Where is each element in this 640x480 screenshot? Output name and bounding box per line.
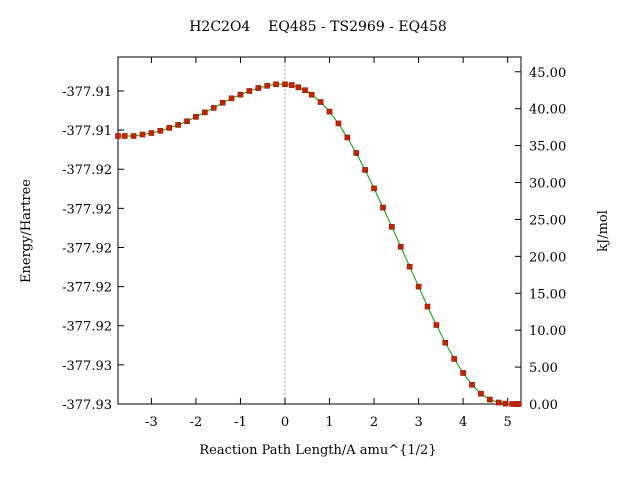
x-tick-label: 2 — [370, 415, 378, 430]
plot-frame — [117, 56, 522, 405]
data-point — [295, 84, 302, 91]
y-left-axis-label: Energy/Hartree — [19, 179, 34, 283]
data-point — [433, 322, 440, 328]
y-left-tick-label: -377.91 — [62, 85, 112, 100]
y-right-tick-label: 35.00 — [529, 140, 566, 155]
x-tick-label: -3 — [145, 415, 158, 430]
data-point — [495, 399, 502, 406]
y-right-tick-label: 20.00 — [529, 250, 566, 265]
data-point — [460, 370, 466, 376]
chart-title: H2C2O4 EQ485 - TS2969 - EQ458 — [189, 19, 447, 35]
data-point — [121, 133, 128, 139]
y-left-tick-label: -377.92 — [62, 320, 112, 335]
data-point — [148, 130, 155, 136]
data-point — [115, 133, 121, 139]
data-point — [228, 95, 235, 102]
y-left-tick-label: -377.92 — [62, 163, 112, 178]
data-point — [139, 131, 146, 138]
data-point — [478, 390, 484, 397]
data-point — [424, 303, 431, 310]
data-point — [397, 243, 404, 250]
x-tick-label: -2 — [190, 415, 203, 430]
data-point — [175, 122, 181, 128]
x-tick-label: 4 — [459, 415, 467, 430]
x-axis-ticks: -3 -2 -1 0 1 2 3 4 5 — [145, 57, 512, 430]
series-line — [118, 83, 519, 405]
data-point — [442, 339, 449, 346]
y-right-tick-label: 5.00 — [529, 361, 558, 376]
series-markers — [115, 81, 522, 407]
data-point — [193, 114, 199, 120]
y-right-tick-label: 25.00 — [529, 213, 566, 228]
data-point — [282, 81, 288, 88]
y-right-tick-label: 0.00 — [529, 398, 558, 413]
y-left-axis-ticks: -377.93 -377.93 -377.92 -377.92 -377.92 -377.… — [62, 85, 124, 413]
y-right-axis-ticks: 0.00 5.00 10.00 15.00 20.00 25.00 30.00 35.00 40… — [515, 66, 566, 413]
data-point — [210, 105, 217, 111]
data-point — [130, 133, 137, 139]
data-point — [515, 401, 522, 407]
data-point — [406, 263, 413, 270]
x-tick-label: 0 — [281, 415, 289, 430]
y-right-axis-label: kJ/mol — [596, 210, 611, 252]
data-point — [353, 150, 360, 156]
data-point — [335, 120, 342, 127]
y-left-tick-label: -377.92 — [62, 241, 112, 256]
data-point — [288, 82, 295, 88]
data-point — [302, 87, 308, 94]
data-point — [326, 108, 333, 115]
data-point — [166, 125, 173, 131]
data-point — [246, 88, 253, 94]
data-point — [389, 224, 395, 230]
x-tick-label: 3 — [414, 415, 422, 430]
data-point — [317, 99, 324, 105]
y-left-tick-label: -377.92 — [62, 281, 112, 296]
data-point — [415, 283, 422, 290]
data-point — [184, 118, 190, 125]
data-point — [371, 185, 377, 192]
y-right-tick-label: 10.00 — [529, 324, 566, 339]
data-point — [380, 204, 386, 211]
y-left-tick-label: -377.91 — [62, 124, 112, 139]
y-right-tick-label: 30.00 — [529, 177, 566, 192]
data-point — [308, 91, 315, 98]
data-point — [237, 91, 244, 98]
data-point — [255, 85, 262, 91]
y-left-tick-label: -377.93 — [62, 359, 112, 374]
data-point — [273, 81, 279, 88]
y-right-tick-label: 15.00 — [529, 287, 566, 302]
y-right-tick-label: 45.00 — [529, 66, 566, 81]
data-point — [157, 128, 164, 134]
data-point — [451, 356, 458, 362]
y-right-tick-label: 40.00 — [529, 103, 566, 118]
y-left-tick-label: -377.92 — [62, 202, 112, 217]
data-point — [202, 109, 208, 116]
y-left-tick-label: -377.93 — [62, 398, 112, 413]
data-point — [469, 382, 475, 388]
data-point — [502, 400, 509, 407]
x-tick-label: 5 — [504, 415, 512, 430]
x-tick-label: 1 — [325, 415, 333, 430]
data-point — [362, 167, 368, 173]
x-axis-label: Reaction Path Length/A amu^{1/2} — [199, 443, 436, 458]
x-tick-label: -1 — [234, 415, 247, 430]
data-point — [487, 396, 493, 403]
data-point — [219, 99, 226, 106]
data-point — [264, 82, 270, 89]
data-point — [344, 134, 351, 141]
